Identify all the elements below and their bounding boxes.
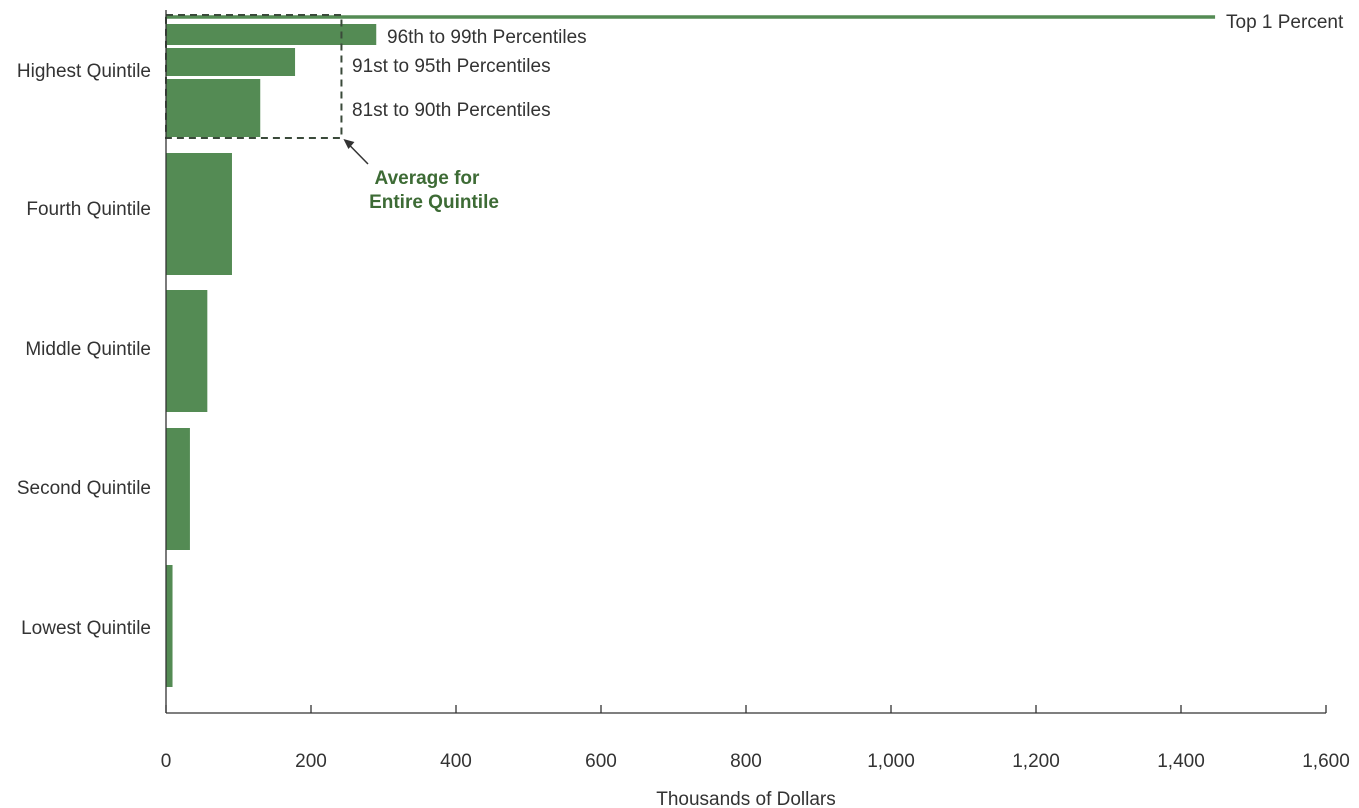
bar-label: 91st to 95th Percentiles <box>352 56 551 77</box>
bar-label: Top 1 Percent <box>1226 12 1344 33</box>
x-tick-label: 1,600 <box>1302 751 1350 772</box>
category-labels: Highest Quintile Fourth Quintile Middle Qu… <box>17 61 151 639</box>
x-tick-label: 1,000 <box>867 751 915 772</box>
category-label: Fourth Quintile <box>26 199 151 220</box>
bar <box>166 48 296 76</box>
x-tick-label: 200 <box>295 751 327 772</box>
highest-quintile-breakdown: Top 1 Percent 96th to 99th Percentiles 91s… <box>166 12 1344 137</box>
category-label: Highest Quintile <box>17 61 151 82</box>
x-tick-label: 1,200 <box>1012 751 1060 772</box>
bar <box>166 428 190 550</box>
bar <box>166 79 261 137</box>
bars-layer <box>166 153 232 687</box>
average-arrowhead <box>343 139 355 149</box>
x-tick-label: 600 <box>585 751 617 772</box>
category-label: Second Quintile <box>17 478 151 499</box>
bar <box>166 290 208 412</box>
average-dashed-box <box>165 14 343 139</box>
average-label-line1: Average for <box>375 168 480 189</box>
x-axis-ticks: 0 200 400 600 800 1,000 1,200 1,400 1,600 <box>161 705 1350 772</box>
average-label-line2: Entire Quintile <box>369 192 499 213</box>
bar <box>166 565 173 687</box>
bar <box>166 24 377 45</box>
quintile-average-annotation: Average for Entire Quintile <box>165 14 499 213</box>
x-tick-label: 400 <box>440 751 472 772</box>
bar-label: 96th to 99th Percentiles <box>387 27 587 48</box>
x-tick-label: 0 <box>161 751 172 772</box>
x-tick-label: 1,400 <box>1157 751 1205 772</box>
category-label: Lowest Quintile <box>21 618 151 639</box>
x-axis-title: Thousands of Dollars <box>656 789 836 808</box>
axes <box>165 10 1326 714</box>
bar-label: 81st to 90th Percentiles <box>352 100 551 121</box>
category-label: Middle Quintile <box>25 339 151 360</box>
x-tick-label: 800 <box>730 751 762 772</box>
bar <box>166 153 232 275</box>
